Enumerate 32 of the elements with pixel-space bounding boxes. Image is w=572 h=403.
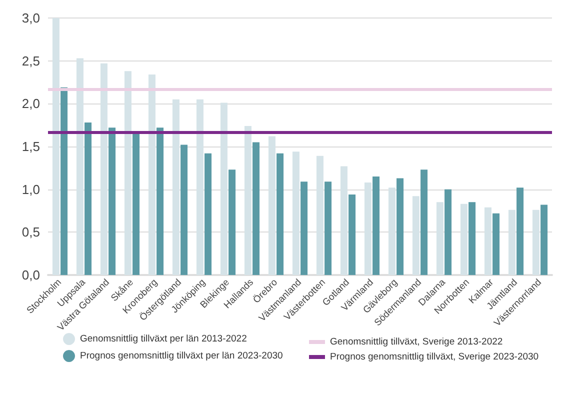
bar	[300, 182, 308, 275]
bar	[204, 153, 212, 275]
bar	[468, 202, 476, 275]
bar	[540, 204, 548, 275]
y-tick-label: 2,5	[22, 53, 40, 68]
legend-label: Prognos genomsnittlig tillväxt per län 2023-2030	[80, 350, 283, 362]
bar	[348, 194, 356, 275]
y-tick-label: 1,0	[22, 182, 40, 197]
bar	[132, 132, 140, 275]
y-tick-label: 3,0	[22, 10, 40, 26]
y-tick-label: 1,5	[22, 139, 40, 154]
bar	[516, 188, 524, 275]
bar	[180, 144, 188, 275]
bar	[324, 182, 332, 275]
bar	[276, 153, 284, 275]
y-tick-label: 0,5	[22, 224, 40, 240]
bar	[492, 213, 500, 275]
bar	[84, 122, 92, 275]
bar	[372, 176, 380, 275]
bar	[252, 142, 260, 275]
legend-label: Genomsnittlig tillväxt per län 2013-2022	[80, 334, 247, 344]
y-tick-label: 0,0	[22, 268, 40, 282]
legend-label: Prognos genomsnittlig tillväxt, Sverige 2023-2030	[330, 352, 539, 362]
legend-label: Genomsnittlig tillväxt, Sverige 2013-2022	[330, 336, 503, 348]
bar	[60, 87, 68, 275]
bar	[396, 178, 404, 275]
bar	[228, 170, 236, 275]
bar	[108, 128, 116, 275]
y-tick-label: 2,0	[22, 96, 40, 112]
bar	[420, 170, 428, 275]
bar	[444, 189, 452, 275]
bar	[156, 128, 164, 275]
